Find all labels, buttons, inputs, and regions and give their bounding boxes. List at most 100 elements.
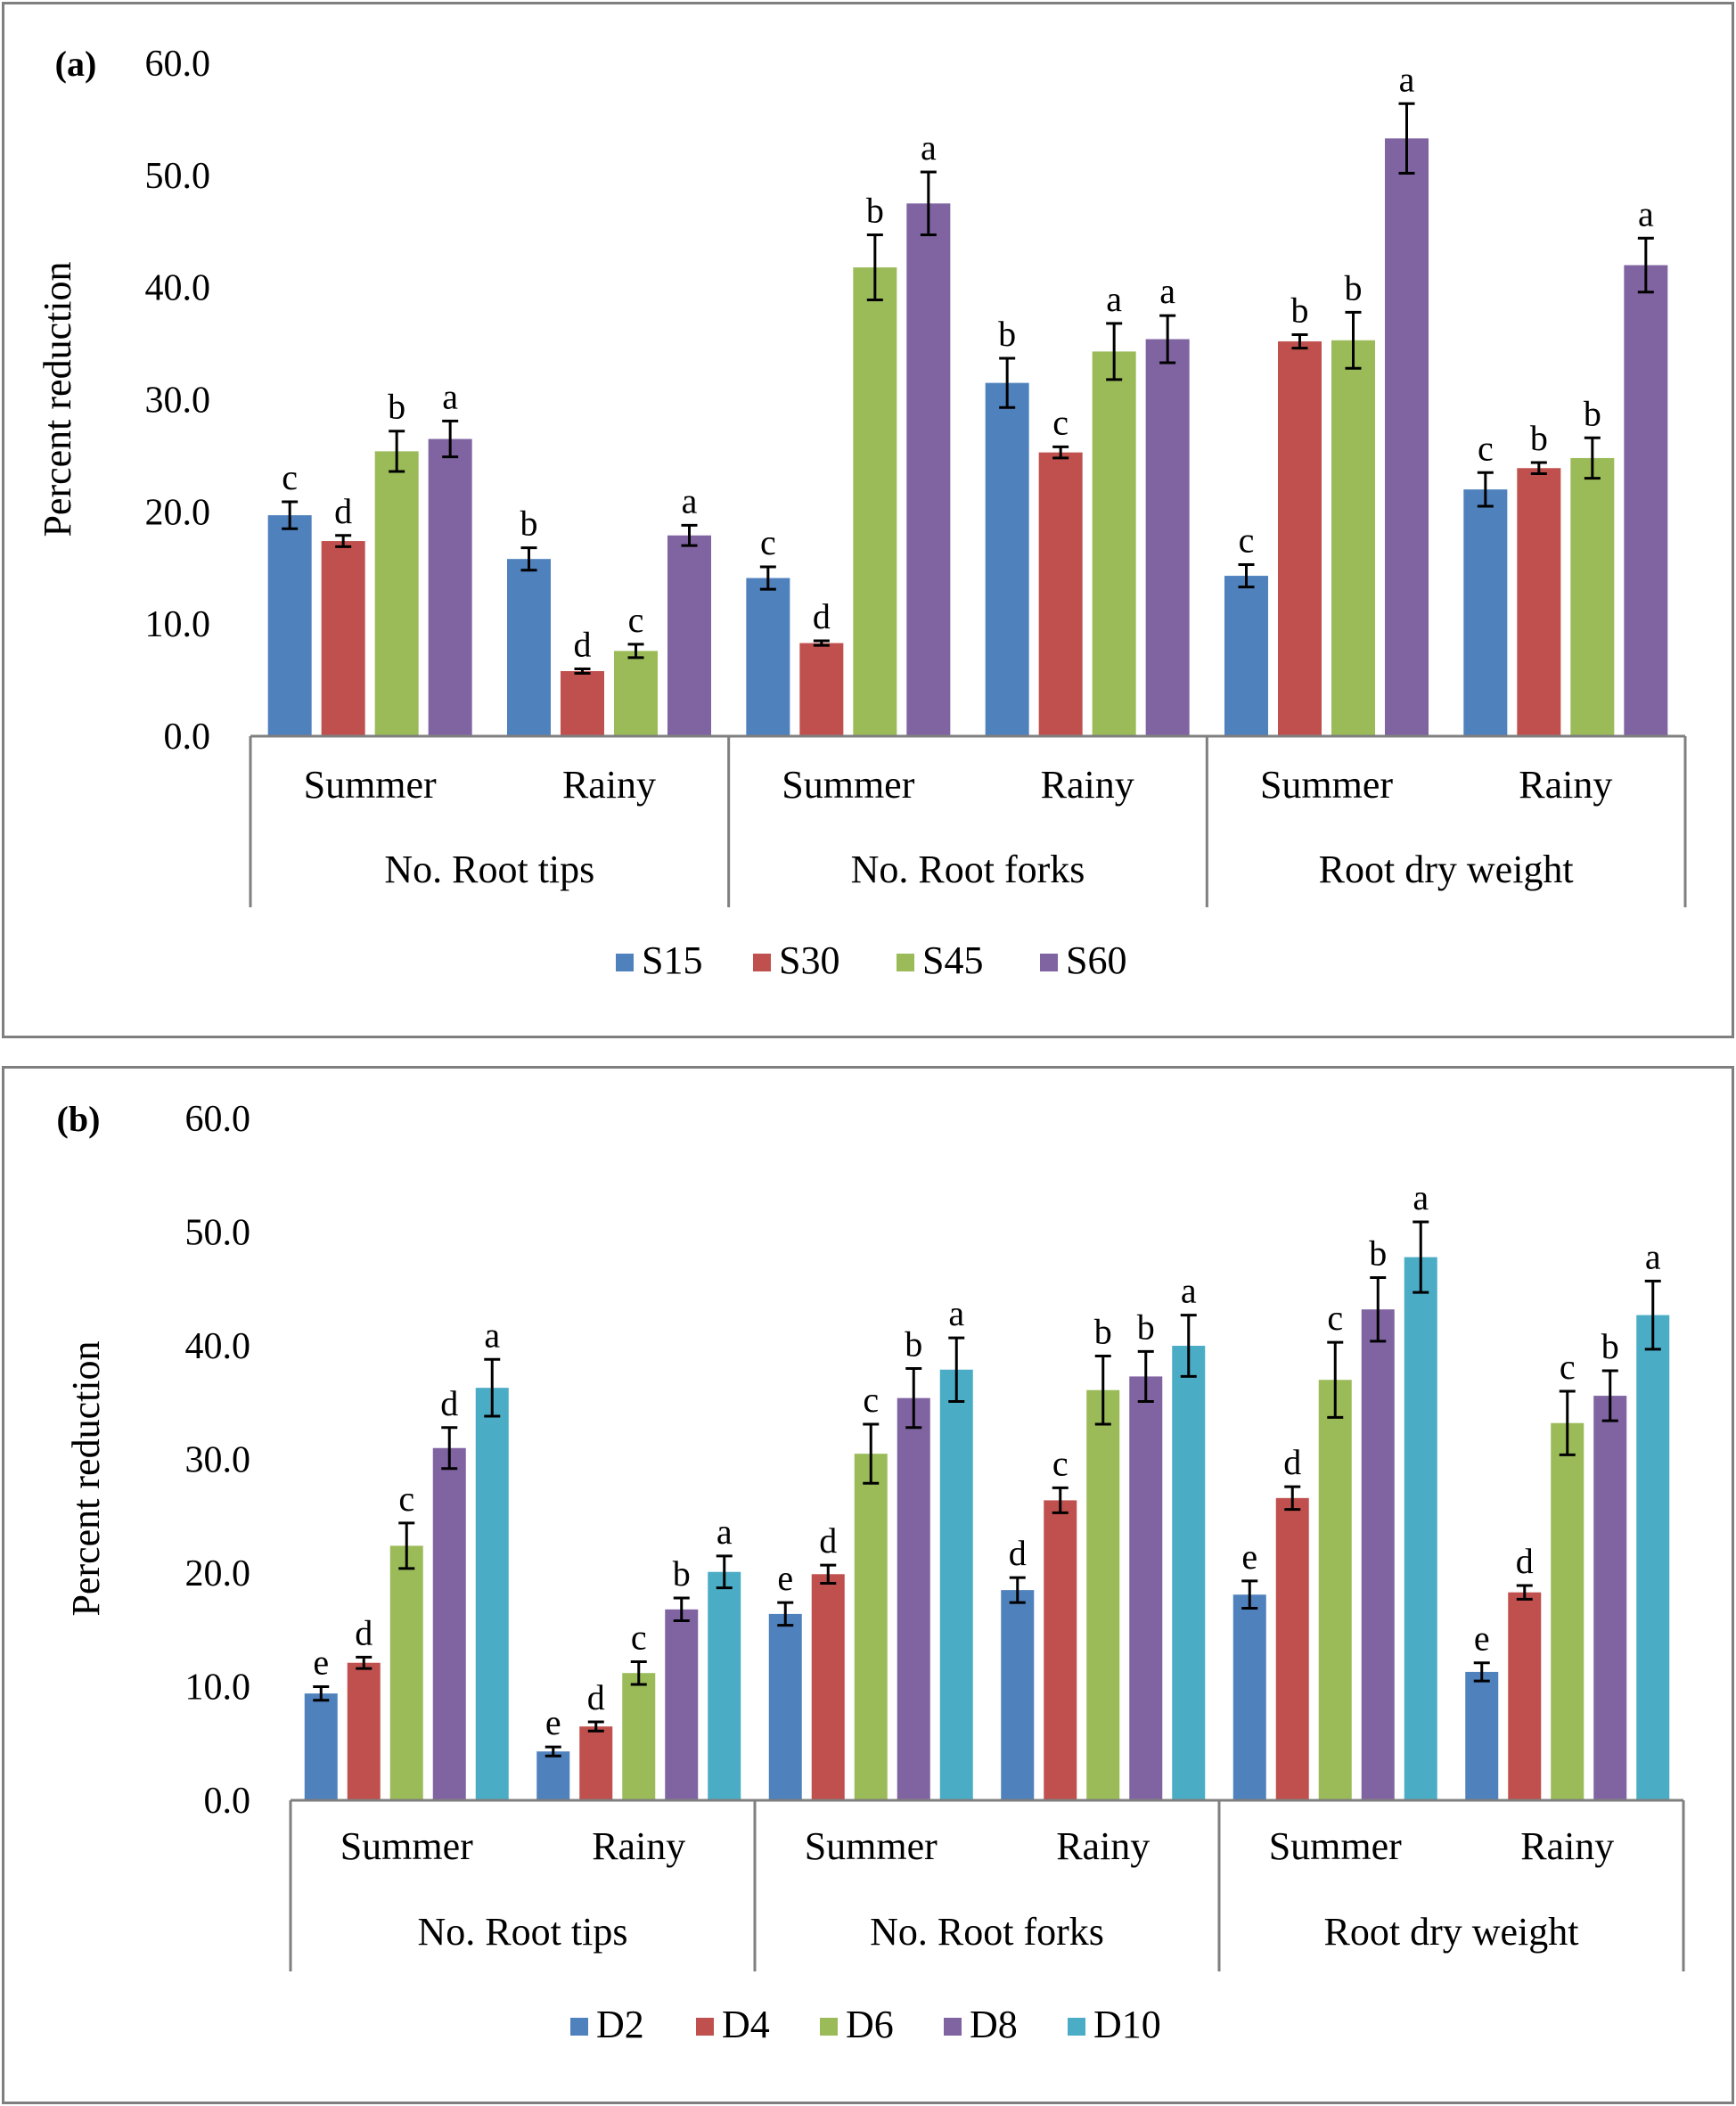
y-tick-label: 60.0 — [145, 44, 211, 85]
y-tick-label: 0.0 — [204, 1781, 251, 1822]
legend: S15 S30 S45 S60 — [616, 938, 1126, 982]
bar-d6 — [389, 1545, 423, 1800]
bar-d6 — [1551, 1422, 1585, 1800]
error-bar — [313, 1685, 330, 1702]
bar-d2 — [304, 1693, 338, 1800]
bar-s15 — [746, 578, 790, 736]
error-bar — [716, 1554, 733, 1590]
significance-letter: b — [388, 387, 405, 427]
significance-letter: e — [777, 1558, 793, 1598]
error-bar — [1584, 436, 1601, 480]
error-bar — [1516, 1584, 1533, 1601]
bar-d4 — [1044, 1500, 1077, 1800]
error-bar — [1398, 102, 1415, 175]
season-label: Rainy — [592, 1824, 685, 1868]
legend-label-s30: S30 — [779, 938, 839, 982]
chart-panel-a: (a) 0.0 10.0 20.0 30.0 40.0 50.0 60.0 Percent re… — [2, 2, 1734, 1038]
significance-letter: b — [1530, 418, 1548, 458]
significance-letter: e — [1241, 1536, 1257, 1577]
error-bar — [866, 234, 883, 302]
y-axis-label: Percent reduction — [64, 1340, 108, 1616]
significance-letter: e — [545, 1702, 561, 1742]
season-label: Summer — [805, 1824, 938, 1868]
significance-letter: a — [717, 1512, 733, 1552]
bar-s60 — [428, 438, 472, 736]
error-bar — [681, 523, 698, 547]
error-bar — [1413, 1220, 1429, 1294]
bar-d8 — [1593, 1396, 1627, 1800]
bar-d2 — [768, 1613, 802, 1800]
legend-swatch-d8 — [944, 2018, 962, 2036]
bar-s45 — [1570, 457, 1615, 736]
significance-letter: a — [1106, 279, 1122, 319]
chart-a-svg: (a) 0.0 10.0 20.0 30.0 40.0 50.0 60.0 Percent re… — [36, 44, 1687, 982]
significance-letter: b — [905, 1324, 922, 1364]
error-bar — [813, 639, 830, 647]
significance-letter: d — [587, 1677, 605, 1717]
error-bar — [442, 419, 459, 459]
y-tick-label: 0.0 — [164, 717, 211, 758]
bar-s60 — [667, 535, 711, 736]
bar-s60 — [1385, 138, 1429, 736]
error-bar — [1559, 1389, 1576, 1456]
significance-letter: d — [1009, 1533, 1027, 1573]
significance-letter: c — [628, 600, 644, 640]
legend-label-d10: D10 — [1093, 2003, 1161, 2046]
bar-d10 — [1636, 1315, 1670, 1800]
error-bar — [759, 565, 776, 591]
error-bar — [1241, 1579, 1258, 1610]
bar-d4 — [347, 1662, 381, 1800]
significance-letter: e — [1474, 1618, 1490, 1659]
bar-s15 — [507, 559, 551, 736]
error-bar — [1009, 1576, 1026, 1604]
error-bar — [1284, 1485, 1301, 1512]
significance-letter: c — [631, 1617, 647, 1657]
y-tick-label: 40.0 — [145, 268, 211, 309]
error-bar — [587, 1720, 604, 1733]
bar-s45 — [1331, 340, 1375, 736]
significance-letter: b — [1094, 1311, 1112, 1351]
significance-letter: d — [574, 625, 592, 665]
error-bar — [1345, 310, 1362, 370]
bar-s60 — [1145, 339, 1190, 736]
significance-letter: a — [1638, 193, 1654, 234]
legend: D2 D4 D6 D8 D10 — [570, 2003, 1161, 2046]
bar-d8 — [665, 1609, 699, 1800]
error-bar — [1052, 1486, 1069, 1514]
bar-d2 — [1465, 1671, 1499, 1800]
error-bar — [1159, 314, 1176, 365]
significance-letter: d — [1283, 1442, 1301, 1482]
significance-letter: a — [1399, 59, 1415, 99]
significance-letter: b — [1291, 291, 1309, 331]
season-label: Summer — [340, 1824, 473, 1868]
significance-letter: b — [1601, 1326, 1619, 1366]
season-label: Summer — [1260, 763, 1393, 807]
error-bar — [1370, 1276, 1387, 1343]
bar-s30 — [1517, 468, 1561, 736]
y-tick-label: 30.0 — [185, 1440, 251, 1481]
error-bar — [1094, 1354, 1111, 1426]
group-label: Root dry weight — [1319, 848, 1574, 891]
y-tick-label: 10.0 — [145, 604, 211, 645]
bar-d6 — [1086, 1389, 1120, 1800]
error-bar — [673, 1596, 690, 1623]
y-tick-label: 50.0 — [145, 156, 211, 197]
significance-letter: c — [863, 1380, 879, 1420]
significance-letter: b — [520, 504, 538, 544]
significance-letter: d — [819, 1520, 837, 1561]
group-label: Root dry weight — [1324, 1910, 1579, 1954]
significance-letter: c — [1052, 1443, 1069, 1483]
bar-s30 — [799, 643, 844, 736]
error-bar — [1327, 1340, 1344, 1419]
legend-label-d2: D2 — [596, 2003, 644, 2046]
bar-d4 — [1275, 1497, 1309, 1800]
bar-s30 — [1278, 341, 1322, 736]
significance-letter: a — [442, 376, 458, 416]
bar-d2 — [536, 1751, 570, 1800]
legend-swatch-d10 — [1068, 2018, 1085, 2036]
significance-letter: a — [484, 1315, 500, 1355]
significance-letter: c — [1560, 1347, 1576, 1387]
legend-swatch-d6 — [820, 2018, 838, 2036]
significance-letter: c — [760, 522, 776, 562]
significance-letter: a — [1413, 1177, 1429, 1217]
